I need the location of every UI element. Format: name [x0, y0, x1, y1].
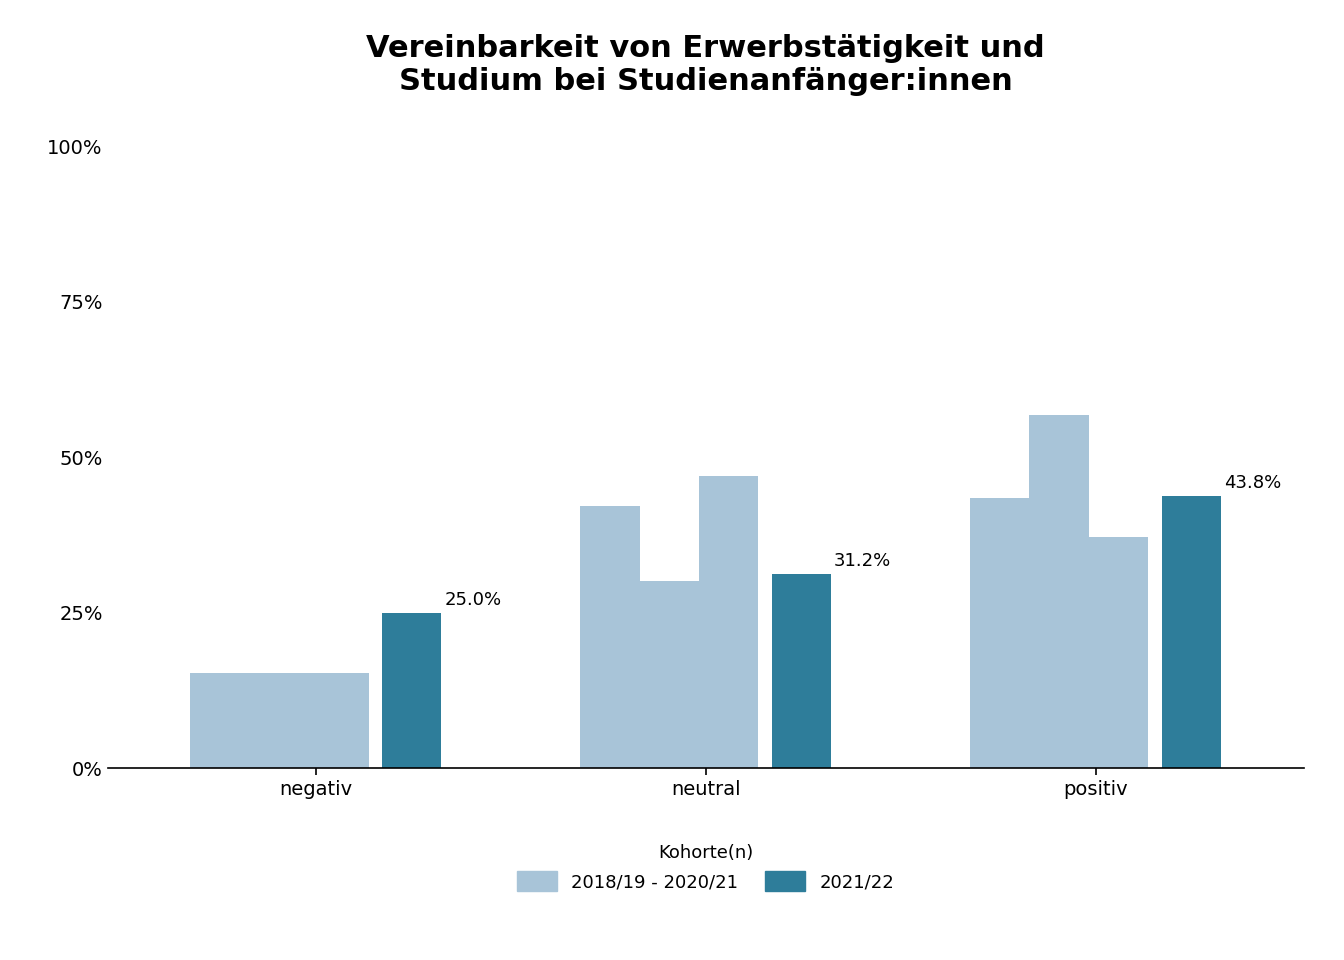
Bar [1030, 415, 1089, 768]
Legend: 2018/19 - 2020/21, 2021/22: 2018/19 - 2020/21, 2021/22 [509, 837, 902, 899]
Text: 25.0%: 25.0% [445, 590, 501, 609]
Text: 31.2%: 31.2% [835, 552, 891, 570]
Title: Vereinbarkeit von Erwerbstätigkeit und
Studium bei Studienanfänger:innen: Vereinbarkeit von Erwerbstätigkeit und S… [367, 34, 1044, 96]
Bar [250, 674, 309, 768]
Bar [771, 574, 831, 768]
Bar [1161, 495, 1222, 768]
Bar [640, 582, 699, 768]
Bar [699, 476, 758, 768]
Bar [1089, 537, 1148, 768]
Bar [309, 674, 368, 768]
Bar [581, 506, 640, 768]
Bar [190, 674, 250, 768]
Text: 43.8%: 43.8% [1224, 474, 1281, 492]
Bar [970, 497, 1030, 768]
Bar [382, 612, 441, 768]
